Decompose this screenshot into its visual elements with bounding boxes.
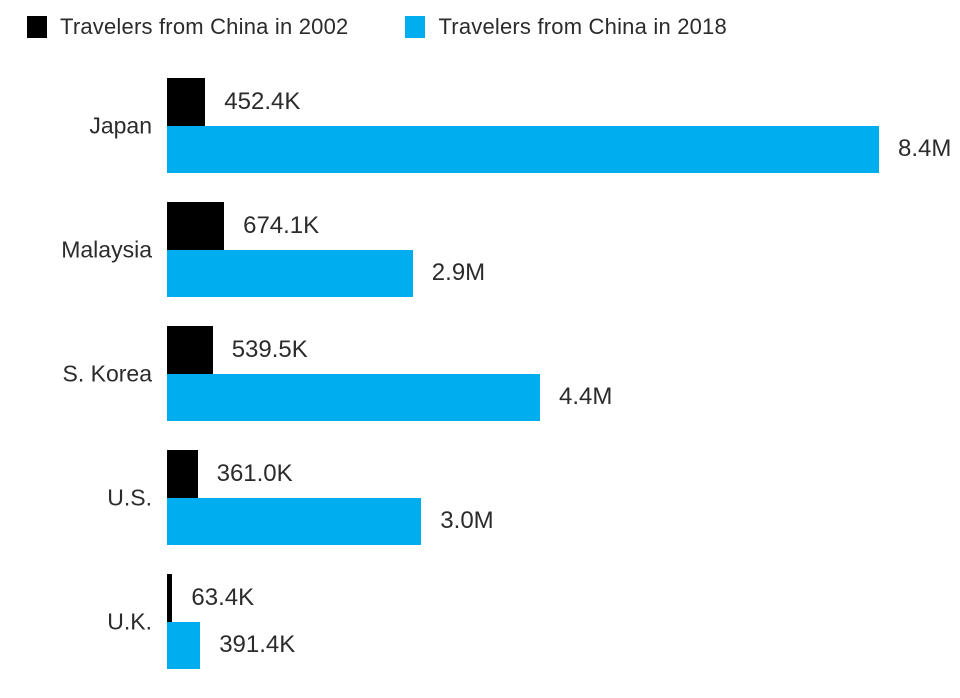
value-label: 8.4M (898, 135, 952, 163)
bar-row: 539.5K (167, 326, 960, 374)
bar-2018 (167, 249, 413, 297)
value-label: 452.4K (224, 87, 301, 115)
chart-legend: Travelers from China in 2002 Travelers f… (27, 16, 727, 38)
value-label: 2.9M (431, 259, 486, 287)
bar-2002 (167, 326, 213, 374)
value-label: 674.1K (243, 211, 320, 239)
bar-2018 (167, 373, 540, 421)
bar-row: 2.9M (167, 249, 960, 297)
value-label: 4.4M (559, 383, 613, 411)
category-label: U.S. (107, 484, 152, 510)
bar-2018 (167, 497, 422, 545)
category-label: S. Korea (62, 360, 153, 386)
bar-2002 (167, 202, 225, 250)
legend-item-2018: Travelers from China in 2018 (405, 14, 727, 39)
bar-2018 (167, 621, 201, 669)
value-label: 3.0M (440, 507, 494, 535)
bar-row: 361.0K (167, 450, 960, 498)
bar-group: U.S. 361.0K 3.0M (0, 450, 960, 545)
legend-label-2002: Travelers from China in 2002 (60, 14, 349, 39)
category-label: Malaysia (61, 236, 152, 262)
legend-item-2002: Travelers from China in 2002 (27, 16, 348, 38)
bar-row: 452.4K (167, 78, 960, 126)
category-label: U.K. (107, 608, 152, 634)
bar-2002 (167, 450, 198, 498)
bar-2002 (167, 574, 173, 622)
value-label: 391.4K (219, 631, 296, 659)
legend-label-2018: Travelers from China in 2018 (438, 14, 727, 39)
bar-2018 (167, 125, 879, 173)
bar-row: 674.1K (167, 202, 960, 250)
bar-group: S. Korea 539.5K 4.4M (0, 326, 960, 421)
bar-row: 8.4M (167, 125, 960, 173)
bar-group: Japan 452.4K 8.4M (0, 78, 960, 173)
value-label: 63.4K (191, 583, 255, 611)
bar-row: 4.4M (167, 373, 960, 421)
plot-area: Japan 452.4K 8.4M Malaysia 674.1K 2.9M S. Kore… (0, 78, 960, 698)
bar-group: Malaysia 674.1K 2.9M (0, 202, 960, 297)
bar-row: 391.4K (167, 621, 960, 669)
bar-2002 (167, 78, 206, 126)
legend-swatch-2018-icon (405, 16, 426, 38)
legend-swatch-2002-icon (27, 16, 47, 38)
bar-group: U.K. 63.4K 391.4K (0, 574, 960, 669)
value-label: 361.0K (216, 459, 293, 487)
category-label: Japan (89, 112, 152, 138)
bar-row: 63.4K (167, 574, 960, 622)
value-label: 539.5K (231, 335, 308, 363)
bar-row: 3.0M (167, 497, 960, 545)
